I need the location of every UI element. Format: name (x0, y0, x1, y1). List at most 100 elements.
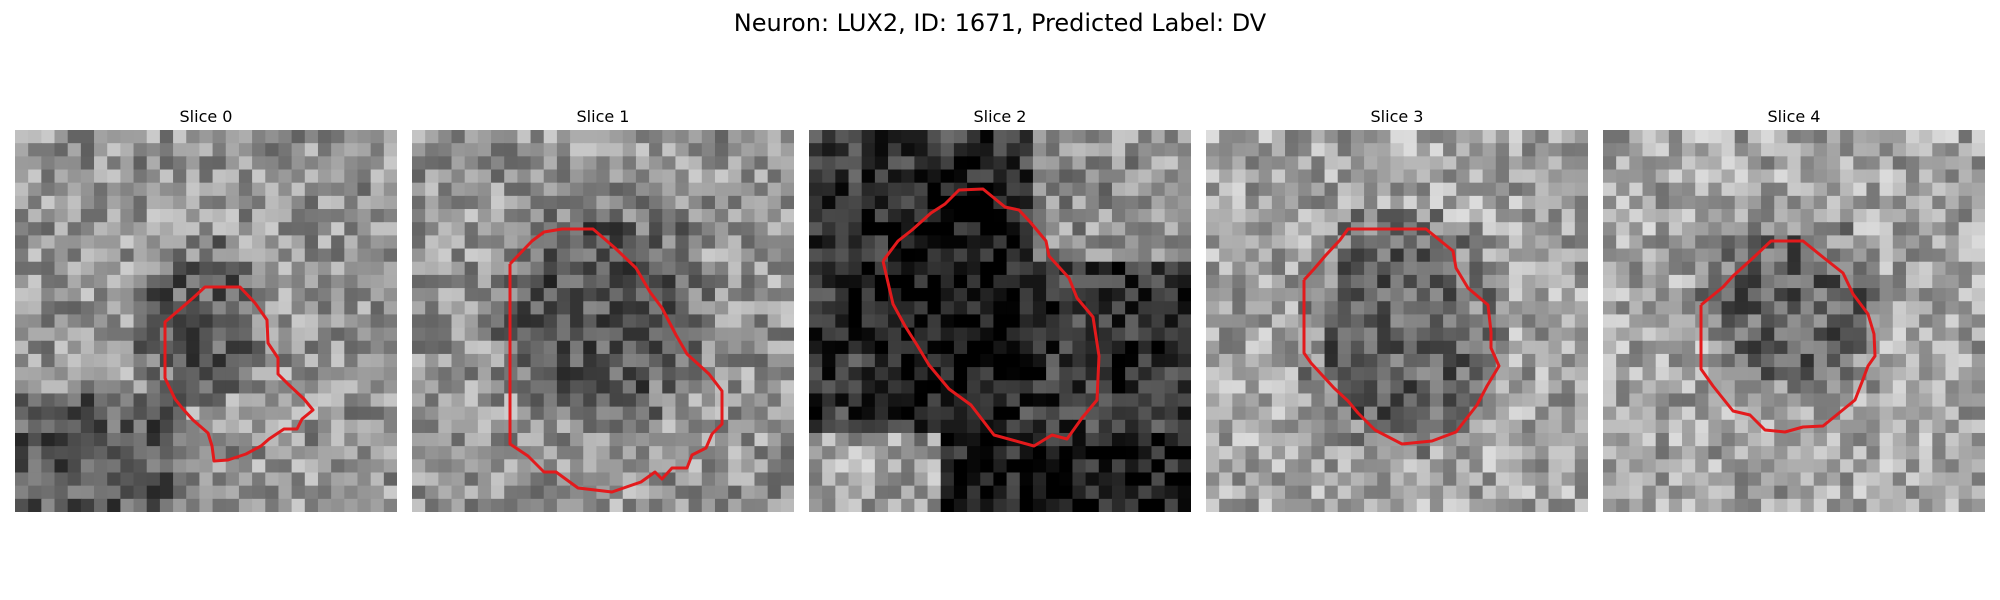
pixel-cell (331, 340, 345, 355)
pixel-cell (1932, 130, 1947, 144)
pixel-cell (491, 156, 505, 171)
pixel-cell (1774, 156, 1789, 171)
pixel-cell (822, 156, 836, 171)
pixel-cell (1271, 235, 1286, 250)
pixel-cell (1721, 340, 1736, 355)
pixel-cell (107, 195, 121, 210)
pixel-cell (583, 261, 598, 276)
pixel-cell (199, 340, 214, 355)
pixel-cell (888, 274, 902, 289)
pixel-cell (1655, 380, 1670, 395)
pixel-cell (1337, 327, 1352, 342)
pixel-cell (344, 459, 359, 474)
pixel-cell (1971, 472, 1985, 487)
pixel-cell (1151, 156, 1166, 171)
pixel-cell (357, 209, 372, 223)
pixel-cell (1945, 143, 1960, 157)
pixel-cell (15, 459, 29, 474)
pixel-cell (1258, 130, 1273, 144)
pixel-cell (225, 367, 240, 381)
pixel-cell (1495, 130, 1510, 144)
pixel-cell (1682, 143, 1696, 157)
pixel-cell (15, 406, 29, 421)
pixel-cell (1232, 314, 1247, 329)
pixel-cell (688, 419, 703, 434)
pixel-cell (464, 380, 479, 395)
pixel-cell (688, 261, 703, 276)
pixel-cell (1364, 380, 1378, 395)
pixel-cell (1958, 130, 1973, 144)
pixel-cell (967, 314, 981, 329)
pixel-cell (291, 446, 306, 460)
pixel-cell (225, 498, 240, 512)
pixel-cell (186, 209, 201, 223)
pixel-cell (1098, 274, 1113, 289)
pixel-cell (517, 340, 532, 355)
pixel-cell (1232, 261, 1247, 276)
pixel-cell (967, 340, 981, 355)
pixel-cell (543, 274, 558, 289)
pixel-cell (1734, 446, 1749, 460)
pixel-cell (1364, 182, 1378, 197)
pixel-cell (570, 195, 584, 210)
pixel-cell (901, 380, 915, 395)
pixel-cell (1350, 195, 1365, 210)
pixel-cell (1151, 130, 1166, 144)
pixel-cell (1866, 156, 1881, 171)
pixel-cell (622, 235, 637, 250)
pixel-cell (835, 169, 850, 184)
pixel-cell (1403, 393, 1418, 408)
pixel-cell (1945, 419, 1960, 434)
pixel-cell (1919, 130, 1933, 144)
pixel-cell (530, 432, 545, 447)
pixel-cell (1574, 222, 1588, 236)
pixel-cell (967, 248, 981, 263)
pixel-cell (107, 261, 121, 276)
pixel-cell (383, 288, 397, 302)
pixel-cell (1695, 288, 1709, 302)
pixel-cell (1813, 432, 1828, 447)
pixel-cell (861, 261, 876, 276)
pixel-cell (1535, 195, 1550, 210)
pixel-cell (344, 446, 359, 460)
pixel-cell (54, 472, 69, 487)
pixel-cell (1206, 314, 1220, 329)
pixel-cell (225, 301, 240, 316)
pixel-cell (304, 353, 319, 368)
pixel-cell (675, 314, 690, 329)
pixel-cell (1046, 459, 1060, 474)
pixel-cell (1668, 485, 1683, 500)
pixel-cell (780, 143, 794, 157)
pixel-cell (1138, 301, 1153, 316)
pixel-cell (967, 459, 981, 474)
pixel-cell (1616, 235, 1630, 250)
pixel-cell (1258, 248, 1273, 263)
pixel-cell (1390, 156, 1405, 171)
pixel-cell (1111, 288, 1126, 302)
pixel-cell (265, 459, 280, 474)
pixel-cell (1879, 169, 1894, 184)
pixel-cell (159, 327, 174, 342)
pixel-cell (1337, 485, 1352, 500)
pixel-cell (940, 143, 955, 157)
pixel-cell (848, 432, 863, 447)
pixel-cell (1364, 314, 1378, 329)
pixel-cell (1919, 288, 1933, 302)
pixel-cell (874, 195, 889, 210)
pixel-cell (1046, 380, 1060, 395)
pixel-cell (1971, 288, 1985, 302)
pixel-cell (1416, 485, 1431, 500)
pixel-cell (1603, 222, 1617, 236)
pixel-cell (1800, 301, 1815, 316)
pixel-cell (701, 288, 716, 302)
pixel-cell (1098, 222, 1113, 236)
pixel-cell (278, 288, 293, 302)
pixel-cell (1298, 182, 1312, 197)
pixel-cell (1285, 327, 1299, 342)
pixel-cell (1219, 472, 1233, 487)
pixel-cell (173, 485, 187, 500)
pixel-cell (186, 222, 201, 236)
pixel-cell (1059, 353, 1074, 368)
pixel-cell (1456, 393, 1471, 408)
pixel-cell (238, 143, 253, 157)
